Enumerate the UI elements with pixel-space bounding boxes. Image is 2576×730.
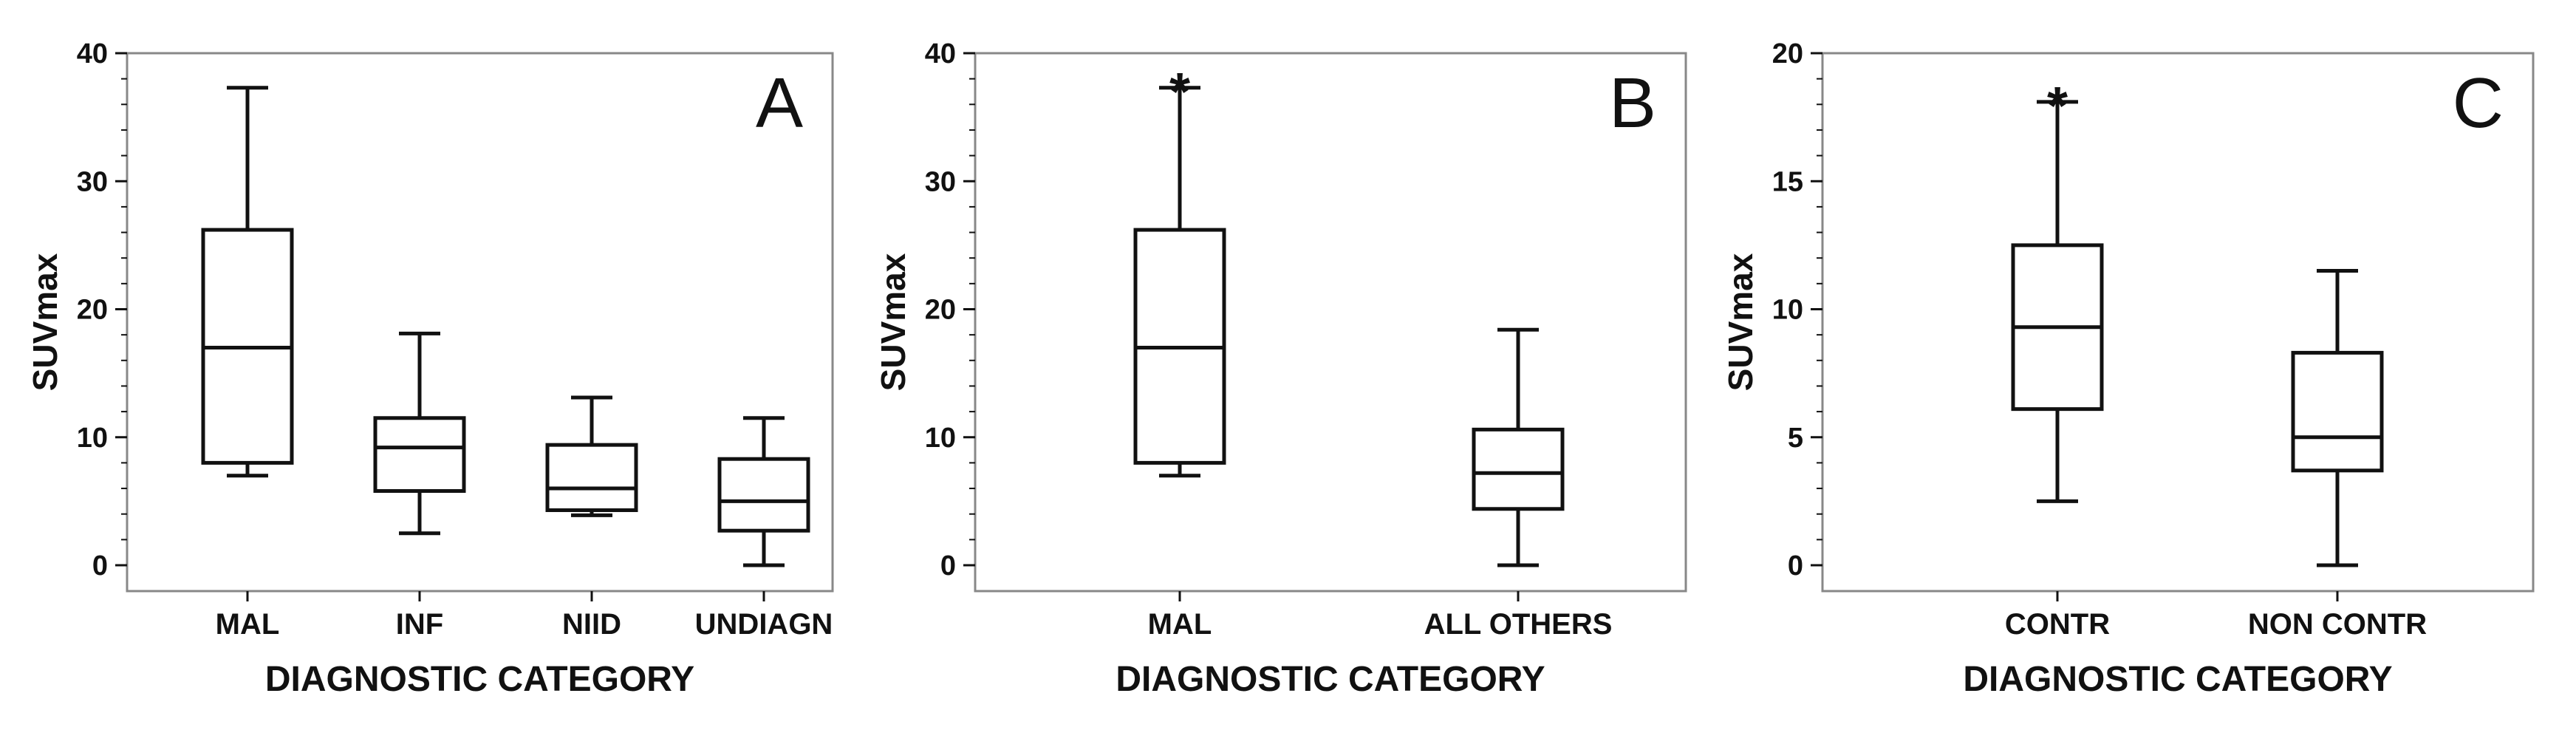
box-iqr	[373, 416, 466, 494]
plot-frame	[1821, 52, 2535, 593]
x-category-label: INF	[396, 608, 443, 641]
x-axis-title: DIAGNOSTIC CATEGORY	[1116, 660, 1545, 699]
y-tick-label: 0	[940, 550, 956, 581]
y-tick-label: 10	[925, 423, 956, 454]
x-category-label: NON CONTR	[2248, 608, 2427, 641]
chart-panel-a: 0 10 20 30 40 SUVmax A MAL INF NIID UNDIAGNDIAGNOS…	[26, 38, 834, 699]
significance-asterisk: *	[2047, 77, 2068, 136]
x-category-label: ALL OTHERS	[1424, 608, 1613, 641]
panel-label: A	[756, 64, 803, 143]
panel-label: B	[1609, 64, 1656, 143]
plot-frame	[126, 52, 834, 593]
x-category-label: NIID	[562, 608, 621, 641]
chart-panel-b: 0 10 20 30 40 SUVmax B MAL ALL OTHERS * DIAGNOSTIC…	[874, 38, 1687, 699]
panel-label: C	[2453, 64, 2504, 143]
box-iqr	[1472, 427, 1565, 511]
x-axis-title: DIAGNOSTIC CATEGORY	[1963, 660, 2392, 699]
chart-panel-c: 0 5 10 15 20 SUVmax C CONTR NON CONTR * DIAGNOSTIC…	[1721, 38, 2535, 699]
y-axis-title: SUVmax	[1721, 253, 1760, 391]
y-tick-label: 5	[1788, 423, 1803, 454]
x-category-label: CONTR	[2005, 608, 2110, 641]
y-tick-label: 30	[77, 166, 108, 197]
x-category-label: MAL	[1148, 608, 1212, 641]
y-tick-label: 30	[925, 166, 956, 197]
y-tick-label: 20	[77, 295, 108, 326]
y-axis-title: SUVmax	[26, 253, 64, 391]
significance-asterisk: *	[1169, 63, 1190, 122]
y-axis-title: SUVmax	[874, 253, 912, 391]
x-category-label: UNDIAGN	[695, 608, 833, 641]
x-axis-title: DIAGNOSTIC CATEGORY	[265, 660, 694, 699]
box-iqr	[717, 457, 810, 533]
y-tick-label: 0	[1788, 550, 1803, 581]
plot-frame	[974, 52, 1687, 593]
y-tick-label: 15	[1772, 166, 1803, 197]
y-tick-label: 10	[77, 423, 108, 454]
y-tick-label: 40	[77, 38, 108, 69]
box-iqr	[2291, 350, 2384, 473]
y-tick-label: 20	[1772, 38, 1803, 69]
x-category-label: MAL	[216, 608, 280, 641]
y-tick-label: 10	[1772, 295, 1803, 326]
y-tick-label: 0	[92, 550, 108, 581]
y-tick-label: 40	[925, 38, 956, 69]
box-iqr	[545, 443, 638, 513]
y-tick-label: 20	[925, 295, 956, 326]
